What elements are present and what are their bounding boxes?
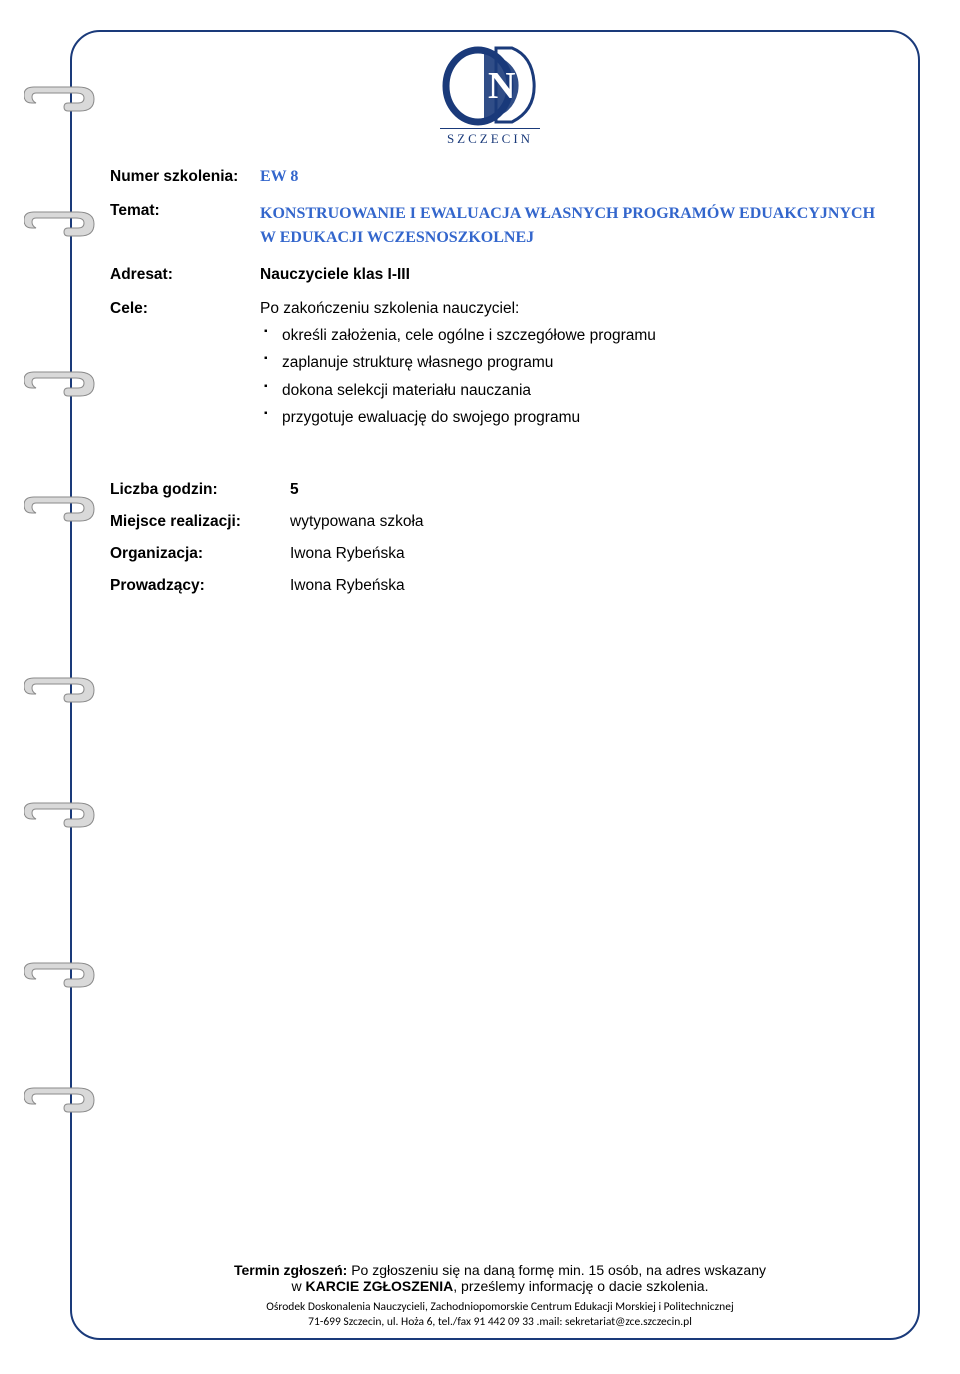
deadline-text-2b: KARCIE ZGŁOSZENIA (305, 1278, 453, 1294)
details-block: Liczba godzin: 5 Miejsce realizacji: wyt… (110, 481, 890, 595)
hours-row: Liczba godzin: 5 (110, 481, 890, 499)
hours-label: Liczba godzin: (110, 481, 290, 499)
goals-content: Po zakończeniu szkolenia nauczyciel: okr… (260, 300, 890, 433)
addressee-row: Adresat: Nauczyciele klas I-III (110, 266, 890, 284)
addressee-label: Adresat: (110, 266, 260, 284)
binder-ring (24, 791, 102, 835)
training-number-value: EW 8 (260, 168, 890, 186)
organisation-row: Organizacja: Iwona Rybeńska (110, 545, 890, 563)
document-content: Numer szkolenia: EW 8 Temat: KONSTRUOWAN… (110, 168, 890, 609)
binder-ring (24, 75, 102, 119)
addressee-value: Nauczyciele klas I-III (260, 266, 890, 284)
binder-ring (24, 360, 102, 404)
organisation-label: Organizacja: (110, 545, 290, 563)
venue-value: wytypowana szkoła (290, 513, 890, 531)
goals-list: określi założenia, cele ogólne i szczegó… (260, 324, 890, 429)
lecturer-row: Prowadzący: Iwona Rybeńska (110, 577, 890, 595)
footer-org-line1: Ośrodek Doskonalenia Nauczycieli, Zachod… (110, 1300, 890, 1315)
goals-label: Cele: (110, 300, 260, 318)
goals-row: Cele: Po zakończeniu szkolenia nauczycie… (110, 300, 890, 433)
binder-ring (24, 200, 102, 244)
binder-rings (24, 75, 104, 1325)
hours-value: 5 (290, 481, 890, 499)
deadline-label: Termin zgłoszeń: (234, 1262, 347, 1278)
topic-row: Temat: KONSTRUOWANIE I EWALUACJA WŁASNYC… (110, 202, 890, 250)
goals-intro: Po zakończeniu szkolenia nauczyciel: (260, 300, 890, 318)
logo-icon: N (440, 38, 540, 126)
footer-org-line2: 71-699 Szczecin, ul. Hoża 6, tel./fax 91… (110, 1315, 890, 1330)
svg-text:N: N (488, 65, 515, 107)
venue-label: Miejsce realizacji: (110, 513, 290, 531)
training-number-row: Numer szkolenia: EW 8 (110, 168, 890, 186)
training-number-label: Numer szkolenia: (110, 168, 260, 186)
lecturer-value: Iwona Rybeńska (290, 577, 890, 595)
venue-row: Miejsce realizacji: wytypowana szkoła (110, 513, 890, 531)
logo: N SZCZECIN (420, 38, 560, 147)
footer-deadline-line1: Termin zgłoszeń: Po zgłoszeniu się na da… (110, 1262, 890, 1278)
binder-ring (24, 1076, 102, 1120)
footer-organisation: Ośrodek Doskonalenia Nauczycieli, Zachod… (110, 1300, 890, 1330)
goal-item: dokona selekcji materiału nauczania (282, 379, 890, 402)
footer-deadline-line2: w KARCIE ZGŁOSZENIA, prześlemy informacj… (110, 1278, 890, 1294)
lecturer-label: Prowadzący: (110, 577, 290, 595)
deadline-text-1: Po zgłoszeniu się na daną formę min. 15 … (347, 1262, 766, 1278)
logo-subtitle: SZCZECIN (440, 128, 540, 147)
deadline-text-2c: , prześlemy informację o dacie szkolenia… (453, 1278, 708, 1294)
topic-label: Temat: (110, 202, 260, 220)
goal-item: określi założenia, cele ogólne i szczegó… (282, 324, 890, 347)
goal-item: zaplanuje strukturę własnego programu (282, 351, 890, 374)
deadline-text-2a: w (291, 1278, 305, 1294)
binder-ring (24, 951, 102, 995)
goal-item: przygotuje ewaluację do swojego programu (282, 406, 890, 429)
organisation-value: Iwona Rybeńska (290, 545, 890, 563)
binder-ring (24, 666, 102, 710)
binder-ring (24, 485, 102, 529)
footer: Termin zgłoszeń: Po zgłoszeniu się na da… (110, 1262, 890, 1330)
topic-value: KONSTRUOWANIE I EWALUACJA WŁASNYCH PROGR… (260, 202, 890, 250)
